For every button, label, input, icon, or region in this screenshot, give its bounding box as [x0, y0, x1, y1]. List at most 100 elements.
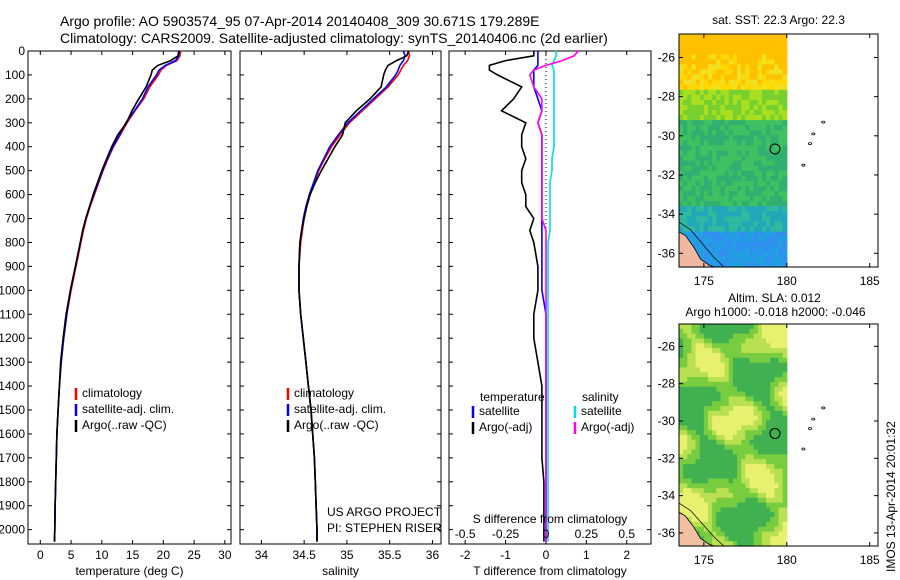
- panel-difference-profile: -2 -1 0 1 2 T difference from climatology temp…: [448, 50, 652, 578]
- y-tick-label: -32: [658, 168, 676, 182]
- top-tick-label: 0.25: [575, 527, 599, 541]
- x-tick-label: -1: [500, 548, 511, 562]
- island-marker: [811, 132, 816, 136]
- y-tick-label: 800: [5, 235, 25, 249]
- y-tick-label: 0: [18, 44, 25, 58]
- y-tick-label: 1300: [0, 355, 25, 369]
- y-tick-label: 200: [5, 92, 25, 106]
- y-tick-label: 300: [5, 116, 25, 130]
- series-line-argo-raw-qc-: [53, 50, 180, 542]
- y-tick-label: 1800: [0, 475, 25, 489]
- legend-label: Argo(..raw -QC): [294, 418, 379, 432]
- series-line-salinity-satellite: [547, 51, 557, 542]
- y-tick-label: 1600: [0, 427, 25, 441]
- coastline-contour: [678, 502, 725, 547]
- x-tick-label: 180: [777, 553, 797, 567]
- title-line-1: Argo profile: AO 5903574_95 07-Apr-2014 …: [60, 13, 540, 29]
- map-title: Altim. SLA: 0.012: [728, 291, 821, 305]
- island-marker: [808, 142, 813, 146]
- legend-label: satellite-adj. clim.: [294, 402, 386, 416]
- top-tick-label: 0.5: [618, 527, 635, 541]
- coastline-contour: [678, 221, 725, 268]
- y-tick-label: -30: [658, 129, 676, 143]
- series-line-salinity-argo-adj-: [528, 50, 579, 542]
- x-tick-label: 180: [777, 274, 797, 288]
- panel-temperature-profile: 0100200300400500600700800900100011001200…: [0, 44, 232, 578]
- y-tick-label: -34: [658, 207, 676, 221]
- island-marker: [821, 120, 826, 124]
- legend-label: satellite-adj. clim.: [82, 402, 174, 416]
- y-tick-label: 1100: [0, 307, 25, 321]
- y-tick-label: 600: [5, 188, 25, 202]
- x-tick-label: 10: [95, 548, 109, 562]
- y-tick-label: -36: [658, 526, 676, 540]
- x-axis-label: T difference from climatology: [473, 564, 627, 578]
- map-sst-map: 175 180 185 -26 -28 -30 -32 -34 -36 sat. SST: 22.…: [658, 13, 880, 288]
- x-tick-label: 30: [218, 548, 232, 562]
- timestamp-stamp: IMOS 13-Apr-2014 20:01:32: [884, 421, 898, 572]
- pi-annotation: PI: STEPHEN RISER: [327, 521, 442, 535]
- x-tick-label: 34: [255, 548, 269, 562]
- x-axis-label: salinity: [322, 564, 359, 578]
- y-tick-label: -28: [658, 90, 676, 104]
- series-line-temperature-argo-adj-: [488, 51, 545, 542]
- series-line-satellite-adj-clim-: [53, 50, 181, 542]
- axes-frame: [27, 50, 232, 545]
- top-tick-label: -0.25: [492, 527, 520, 541]
- legend-label: Argo(-adj): [581, 420, 634, 434]
- y-tick-label: 700: [5, 212, 25, 226]
- project-annotation: US ARGO PROJECT: [327, 505, 442, 519]
- x-tick-label: 2: [623, 548, 630, 562]
- x-tick-label: -2: [460, 548, 471, 562]
- y-tick-label: -28: [658, 377, 676, 391]
- argo-position-marker: [769, 428, 781, 440]
- x-tick-label: 0: [543, 548, 550, 562]
- x-tick-label: 185: [860, 274, 880, 288]
- series-line-temperature-satellite: [532, 51, 547, 542]
- legend-label: Argo(..raw -QC): [82, 418, 167, 432]
- y-tick-label: -32: [658, 451, 676, 465]
- y-tick-label: 500: [5, 164, 25, 178]
- x-tick-label: 175: [694, 274, 714, 288]
- map-frame: [678, 323, 879, 547]
- island-marker: [811, 417, 816, 421]
- island-marker: [801, 163, 806, 167]
- legend-label: satellite: [479, 404, 520, 418]
- y-tick-label: 1000: [0, 283, 25, 297]
- top-tick-label: 0: [543, 527, 550, 541]
- y-tick-label: 1500: [0, 403, 25, 417]
- y-tick-label: 400: [5, 140, 25, 154]
- legend-label: climatology: [82, 386, 142, 400]
- axes-frame: [448, 50, 652, 545]
- top-axis-label: S difference from climatology: [473, 512, 628, 526]
- top-tick-label: -0.5: [455, 527, 476, 541]
- map-field-cells: [679, 34, 788, 268]
- x-tick-label: 0: [37, 548, 44, 562]
- series-line-argo-raw-qc-: [298, 50, 410, 542]
- x-tick-label: 34.5: [292, 548, 316, 562]
- x-tick-label: 35.5: [378, 548, 402, 562]
- y-tick-label: -34: [658, 489, 676, 503]
- y-tick-label: -36: [658, 246, 676, 260]
- x-tick-label: 5: [68, 548, 75, 562]
- map-field-cells: [679, 324, 788, 547]
- argo-position-marker: [769, 143, 781, 155]
- y-tick-label: 900: [5, 259, 25, 273]
- series-line-climatology: [53, 50, 182, 542]
- x-axis-label: temperature (deg C): [75, 564, 183, 578]
- legend-label: climatology: [294, 386, 354, 400]
- title-line-2: Climatology: CARS2009. Satellite-adjuste…: [60, 30, 608, 46]
- x-tick-label: 185: [860, 553, 880, 567]
- map-subtitle: Argo h1000: -0.018 h2000: -0.046: [685, 305, 865, 319]
- y-tick-label: 1700: [0, 451, 25, 465]
- x-tick-label: 25: [187, 548, 201, 562]
- y-tick-label: -26: [658, 50, 676, 64]
- legend-label: satellite: [581, 404, 622, 418]
- y-tick-label: 100: [5, 68, 25, 82]
- legend-label: Argo(-adj): [479, 420, 532, 434]
- map-frame: [678, 33, 879, 268]
- y-tick-label: 1400: [0, 379, 25, 393]
- map-sla-map: 175 180 185 -26 -28 -30 -32 -34 -36 Altim. SLA: 0…: [658, 291, 880, 567]
- x-tick-label: 175: [694, 553, 714, 567]
